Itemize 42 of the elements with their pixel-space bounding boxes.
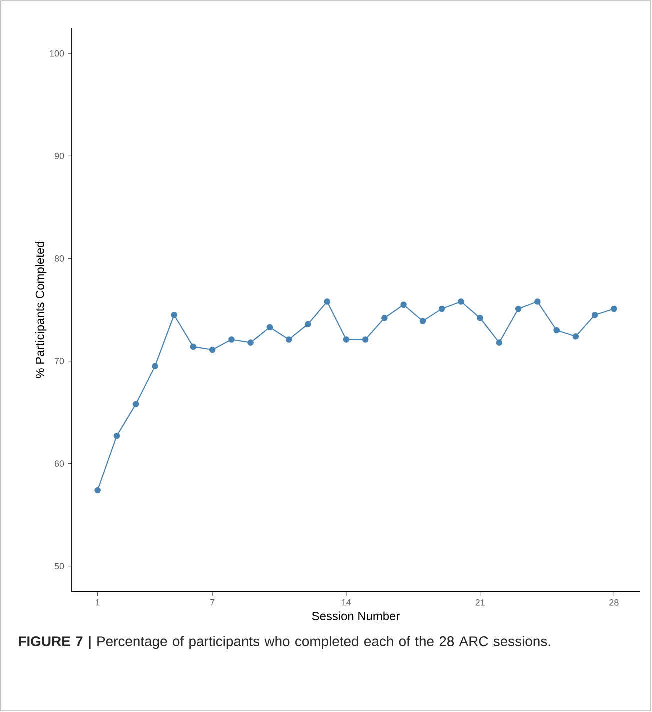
point <box>343 336 350 343</box>
x-tick-label: 28 <box>610 600 619 606</box>
point <box>400 302 407 308</box>
point <box>152 363 158 370</box>
point <box>592 312 598 318</box>
point <box>209 346 216 354</box>
point <box>362 336 369 343</box>
point <box>94 487 101 494</box>
point <box>420 318 426 324</box>
point <box>228 336 235 343</box>
point <box>248 340 254 346</box>
point <box>190 344 197 350</box>
point <box>266 324 274 331</box>
point <box>305 321 312 328</box>
y-tick-label: 50 <box>54 563 64 570</box>
x-tick-label: 7 <box>210 600 215 606</box>
point <box>438 306 446 312</box>
point <box>534 298 541 305</box>
point <box>171 312 178 318</box>
point <box>515 306 522 312</box>
point <box>132 401 140 408</box>
y-tick-label: 70 <box>54 358 64 364</box>
point <box>458 298 464 305</box>
point <box>477 315 484 322</box>
point <box>286 336 292 343</box>
point <box>572 334 580 340</box>
y-tick-label: 100 <box>50 50 64 57</box>
point <box>554 327 560 334</box>
point <box>496 340 503 346</box>
y-tick-label: 80 <box>54 256 64 262</box>
x-tick-label: 14 <box>342 600 352 606</box>
point <box>611 306 618 312</box>
point <box>382 315 388 322</box>
x-tick-label: 21 <box>476 600 485 606</box>
point <box>114 432 120 440</box>
point <box>324 298 330 305</box>
y-axis-title: % Participants Completed <box>36 242 47 378</box>
text: FIGURE 7 | Percentage of participants who completed each of the 28 ARC sessions. <box>19 636 550 650</box>
x-tick-label: 1 <box>96 600 100 606</box>
y-tick-label: 60 <box>54 460 64 467</box>
x-axis-title: Session Number <box>312 612 400 620</box>
y-tick-label: 90 <box>54 152 64 160</box>
